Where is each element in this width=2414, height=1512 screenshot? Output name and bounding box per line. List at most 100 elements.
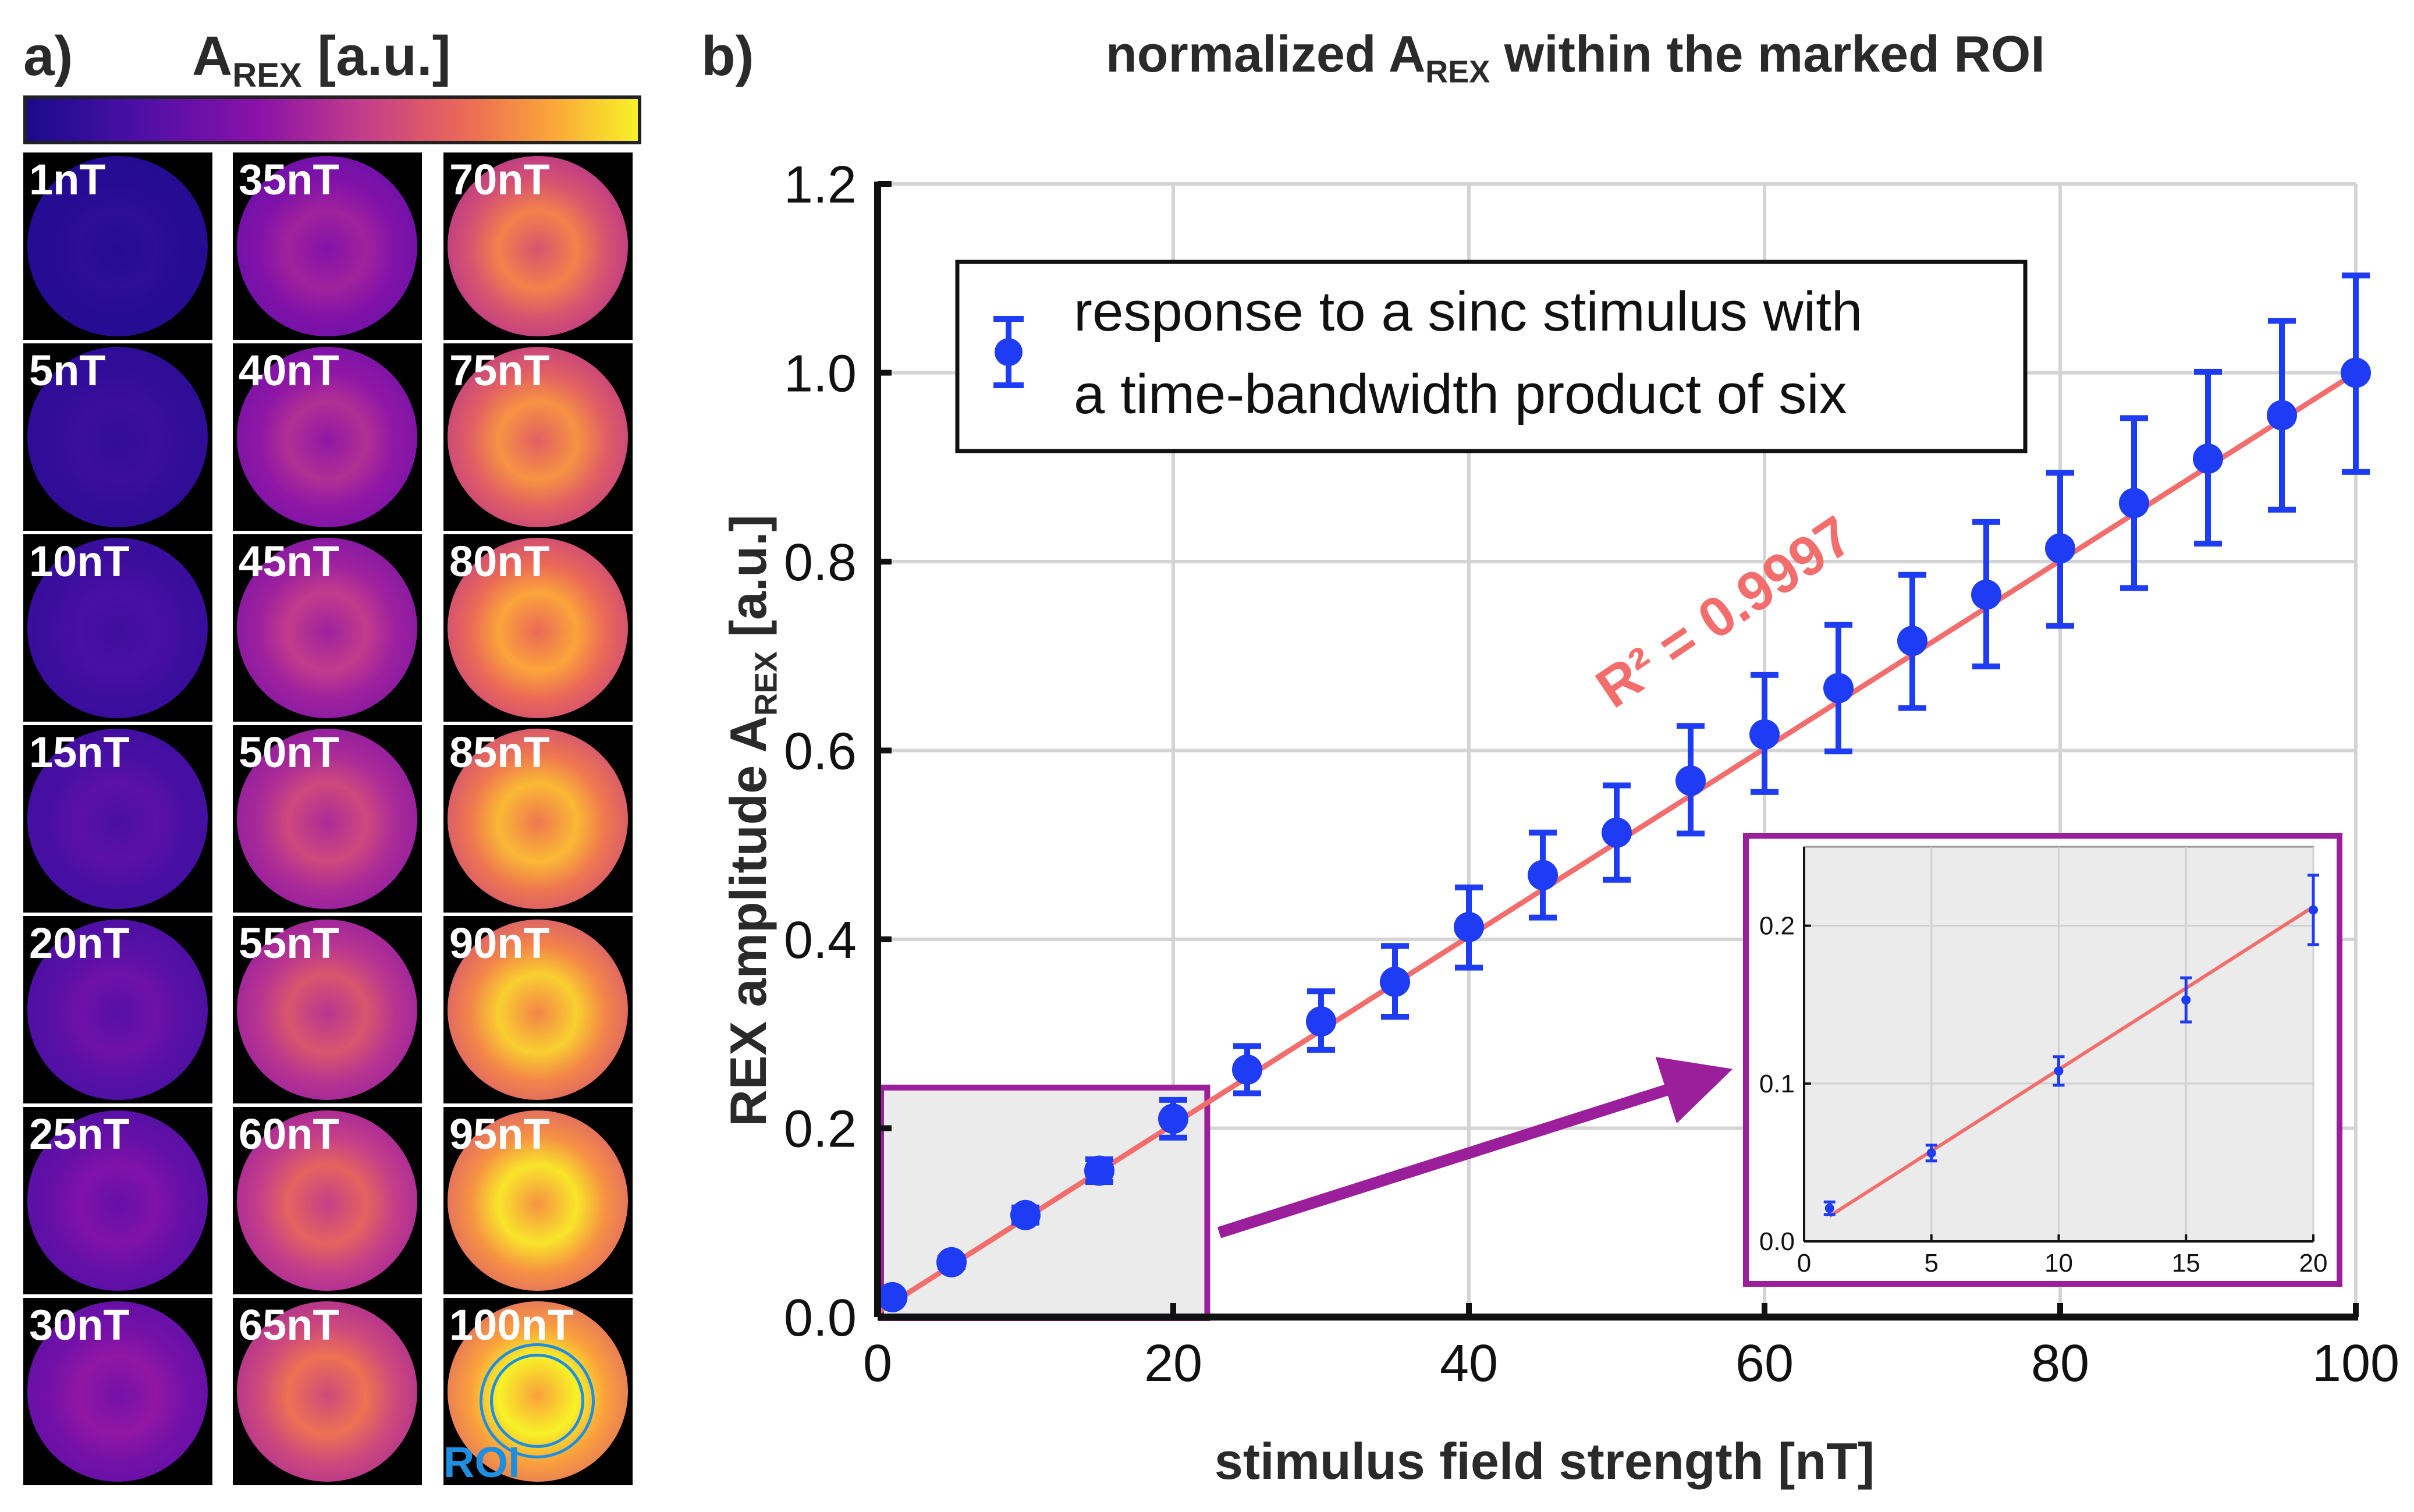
inset-x-tick-label: 5 [1925,1249,1939,1277]
tile-image [27,1110,208,1291]
tile-image [27,729,208,909]
tile-70nT: 70nT [443,152,633,340]
tile-image [237,538,417,718]
tile-image [448,1110,628,1291]
tile-label: 100nT [449,1301,574,1349]
tile-label: 45nT [239,537,339,585]
tile-label: 75nT [449,346,550,395]
inset-data-point [1925,1144,1937,1163]
tile-80nT: 80nT [443,534,633,722]
point-marker [2045,533,2075,564]
inset-x-tick-label: 20 [2299,1249,2328,1277]
inset-data-point [2308,874,2319,946]
roi-inner-ring [490,1354,584,1448]
point-marker [1306,1006,1336,1037]
y-axis-label-pre: REX amplitude A [719,716,777,1127]
data-point [877,1282,908,1312]
point-marker [1010,1199,1041,1230]
tile-100nT: 100nT ROI [443,1298,633,1485]
point-marker [1971,579,2001,610]
tile-label: 60nT [239,1110,339,1158]
x-axis-label: stimulus field strength [nT] [1214,1432,1875,1490]
point-marker [2341,357,2371,388]
y-axis-label: REX amplitude AREX [a.u.] [719,355,784,1286]
tile-label: 10nT [29,537,130,585]
tile-label: 35nT [239,155,339,204]
y-tick-label: 0.2 [784,1101,857,1159]
colorbar-title-unit: [a.u.] [301,25,451,87]
tile-label: 40nT [239,346,339,395]
x-tick-label: 0 [863,1334,892,1393]
data-point [1010,1199,1041,1230]
data-point [1528,829,1558,921]
point-marker [1158,1103,1188,1134]
data-point [2045,470,2075,629]
point-marker [1528,860,1558,890]
legend-text-line2: a time-bandwidth product of six [1074,363,1847,425]
point-marker [936,1247,967,1277]
tile-25nT: 25nT [23,1107,212,1294]
legend-text-line1: response to a sinc stimulus with [1074,281,1862,343]
tile-label: 25nT [29,1110,130,1158]
tile-image [27,538,208,718]
inset-point-marker [2054,1066,2064,1076]
y-tick-label: 0.0 [784,1289,857,1347]
tile-label: 15nT [29,728,130,776]
tile-image [237,1110,417,1291]
y-tick-label: 1.0 [784,345,857,403]
tile-50nT: 50nT [233,725,422,913]
tile-65nT: 65nT [233,1298,422,1485]
y-tick-label: 1.2 [784,156,857,214]
data-point [1454,884,1484,971]
data-point [1897,572,1927,711]
inset-point-marker [2309,905,2318,915]
data-point [2341,272,2371,475]
r-squared-annotation: R² = 0.9997 [1585,504,1863,720]
y-axis-label-sub: REX [748,651,784,716]
tile-image [27,347,208,527]
data-point [936,1247,967,1277]
point-marker [1675,765,1706,796]
legend-box [955,260,2028,453]
tile-label: 50nT [239,728,339,776]
tile-5nT: 5nT [23,343,212,531]
inset-y-tick-label: 0.0 [1759,1227,1795,1256]
y-tick-label: 0.6 [784,723,857,781]
tile-90nT: 90nT [443,916,633,1103]
tile-image [448,538,628,718]
colorbar-title-sub: REX [232,56,302,95]
panel-b-label: b) [701,25,754,87]
data-point [1823,622,1854,755]
tile-label: 20nT [29,919,130,967]
data-point [1232,1043,1262,1096]
point-marker [1380,967,1410,998]
colorbar-title: AREX [a.u.] [192,24,451,95]
x-tick-label: 40 [1440,1334,1498,1393]
tile-1nT: 1nT [23,152,212,340]
data-point [1675,723,1706,837]
data-point [1971,519,2001,670]
data-point [2267,318,2297,513]
tile-label: 30nT [29,1301,130,1349]
tile-label: 95nT [449,1110,550,1158]
tile-label: 90nT [449,919,550,967]
tile-label: 80nT [449,537,550,585]
tile-15nT: 15nT [23,725,212,913]
point-marker [877,1282,908,1312]
tile-label: 85nT [449,728,550,776]
data-point [1158,1096,1188,1141]
tile-image [237,156,417,336]
data-point [1602,782,1632,883]
point-marker [1897,626,1927,656]
point-marker [2267,400,2297,431]
tile-image [448,156,628,336]
tile-image [448,347,628,527]
inset-y-tick-label: 0.2 [1759,912,1795,940]
tile-label: 1nT [29,155,106,204]
data-point [2119,415,2149,591]
inset-point-marker [1824,1204,1834,1213]
chart-title-pre: normalized A [1106,25,1426,83]
tile-20nT: 20nT [23,916,212,1103]
